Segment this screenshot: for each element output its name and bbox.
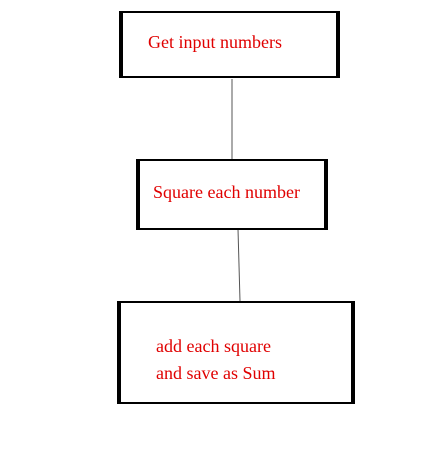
node-add-squares-label-line1: add each square [156, 336, 271, 356]
node-get-input: Get input numbers [119, 11, 340, 78]
connector-square-to-add [237, 228, 241, 302]
node-add-squares-label-line2: and save as Sum [156, 363, 276, 383]
node-add-squares: add each square and save as Sum [117, 301, 355, 404]
node-get-input-label: Get input numbers [148, 32, 282, 52]
node-square-each-label: Square each number [153, 182, 300, 202]
node-square-each: Square each number [136, 159, 328, 230]
